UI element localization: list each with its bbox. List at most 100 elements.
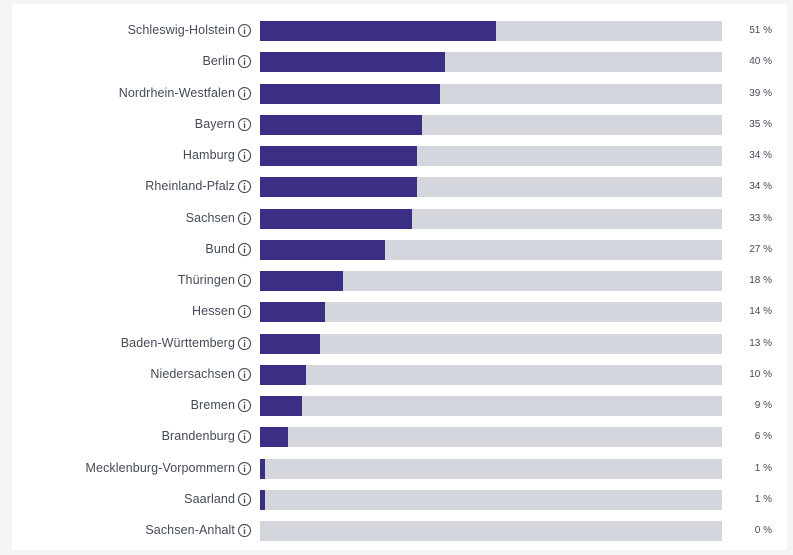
value-label: 39 % <box>749 87 772 99</box>
info-icon[interactable] <box>237 179 252 194</box>
category-label: Mecklenburg-Vorpommern <box>85 460 235 475</box>
value-label: 14 % <box>749 306 772 318</box>
chart-card: Schleswig-Holstein 51 % Berlin 40 % Nordrhei… <box>12 4 787 550</box>
category-label: Hamburg <box>182 148 235 162</box>
bar-track <box>260 333 722 354</box>
bar-row-niedersachsen: Niedersachsen 10 % <box>12 359 787 390</box>
bar-track <box>260 458 722 479</box>
category-label: Bund <box>205 241 235 256</box>
bar-bayern <box>260 114 422 135</box>
bar-mecklenburg-vorpommern <box>260 458 265 479</box>
bar-sachsen <box>260 208 413 229</box>
info-icon[interactable] <box>237 367 252 382</box>
bar-track <box>260 114 722 135</box>
bar-track <box>260 364 722 385</box>
info-icon[interactable] <box>237 492 252 507</box>
bar-row-berlin: Berlin 40 % <box>12 46 787 77</box>
info-icon[interactable] <box>237 304 252 319</box>
info-icon[interactable] <box>237 86 252 101</box>
value-label: 40 % <box>749 56 772 68</box>
bar-row-hessen: Hessen 14 % <box>12 296 787 327</box>
bar-baden-wurttemberg <box>260 333 321 354</box>
category-label: Nordrhein-Westfalen <box>118 85 235 100</box>
bar-schleswig-holstein <box>260 21 496 41</box>
bar-row-schleswig-holstein: Schleswig-Holstein 51 % <box>12 15 787 46</box>
bar-row-baden-wurttemberg: Baden-Württemberg 13 % <box>12 328 787 359</box>
value-label: 1 % <box>754 493 772 505</box>
info-icon[interactable] <box>237 242 252 257</box>
bar-track <box>260 146 722 166</box>
info-icon[interactable] <box>237 54 252 69</box>
info-icon[interactable] <box>237 429 252 444</box>
bar-track <box>260 396 722 416</box>
bar-row-bremen: Bremen 9 % <box>12 390 787 421</box>
bar-track <box>260 52 722 73</box>
value-label: 51 % <box>749 25 772 36</box>
info-icon[interactable] <box>237 461 252 476</box>
bar-thuringen <box>260 271 344 291</box>
bar-row-sachsen: Sachsen 33 % <box>12 203 787 234</box>
info-icon[interactable] <box>237 336 252 351</box>
bar-row-rheinland-pfalz: Rheinland-Pfalz 34 % <box>12 171 787 202</box>
info-icon[interactable] <box>237 148 252 163</box>
value-label: 0 % <box>754 525 772 536</box>
bar-row-sachsen-anhalt: Sachsen-Anhalt 0 % <box>12 515 787 546</box>
bar-track <box>260 208 722 229</box>
info-icon[interactable] <box>237 23 252 38</box>
bar-track <box>260 521 722 541</box>
value-label: 1 % <box>754 462 772 474</box>
bar-row-bayern: Bayern 35 % <box>12 109 787 140</box>
bar-row-saarland: Saarland 1 % <box>12 484 787 515</box>
category-label: Thüringen <box>177 273 235 287</box>
value-label: 35 % <box>749 118 772 130</box>
value-label: 9 % <box>754 400 772 411</box>
category-label: Baden-Württemberg <box>120 335 235 350</box>
bar-track <box>260 83 722 104</box>
category-label: Hessen <box>192 304 235 319</box>
value-label: 34 % <box>749 181 772 193</box>
value-label: 10 % <box>749 368 772 380</box>
category-label: Bremen <box>190 398 235 412</box>
bar-berlin <box>260 52 445 73</box>
category-label: Niedersachsen <box>150 366 235 381</box>
value-label: 18 % <box>749 275 772 286</box>
value-label: 27 % <box>749 243 772 255</box>
bar-track <box>260 271 722 291</box>
category-label: Bayern <box>194 116 235 131</box>
bar-nordrhein-westfalen <box>260 83 441 104</box>
bar-hessen <box>260 302 325 323</box>
category-label: Sachsen-Anhalt <box>145 523 235 537</box>
value-label: 34 % <box>749 150 772 161</box>
info-icon[interactable] <box>237 117 252 132</box>
bar-hamburg <box>260 146 418 166</box>
category-label: Schleswig-Holstein <box>127 23 235 37</box>
bar-row-brandenburg: Brandenburg 6 % <box>12 421 787 452</box>
bar-track <box>260 21 722 41</box>
bar-row-thuringen: Thüringen 18 % <box>12 265 787 296</box>
info-icon[interactable] <box>237 398 252 413</box>
bar-bremen <box>260 396 302 416</box>
bar-track <box>260 302 722 323</box>
category-label: Berlin <box>202 54 235 69</box>
info-icon[interactable] <box>237 211 252 226</box>
bar-bund <box>260 239 385 260</box>
bar-track <box>260 427 722 448</box>
bar-row-mecklenburg-vorpommern: Mecklenburg-Vorpommern 1 % <box>12 453 787 484</box>
category-label: Saarland <box>184 491 235 506</box>
category-label: Rheinland-Pfalz <box>145 179 235 194</box>
category-label: Sachsen <box>185 210 235 225</box>
bar-brandenburg <box>260 427 288 448</box>
info-icon[interactable] <box>237 523 252 538</box>
bar-saarland <box>260 489 265 510</box>
bar-niedersachsen <box>260 364 307 385</box>
info-icon[interactable] <box>237 273 252 288</box>
bar-row-hamburg: Hamburg 34 % <box>12 140 787 171</box>
value-label: 6 % <box>754 431 772 443</box>
bar-row-nordrhein-westfalen: Nordrhein-Westfalen 39 % <box>12 78 787 109</box>
bar-track <box>260 177 722 198</box>
value-label: 13 % <box>749 337 772 349</box>
bar-rheinland-pfalz <box>260 177 418 198</box>
bar-track <box>260 489 722 510</box>
category-label: Brandenburg <box>161 429 235 444</box>
value-label: 33 % <box>749 212 772 224</box>
